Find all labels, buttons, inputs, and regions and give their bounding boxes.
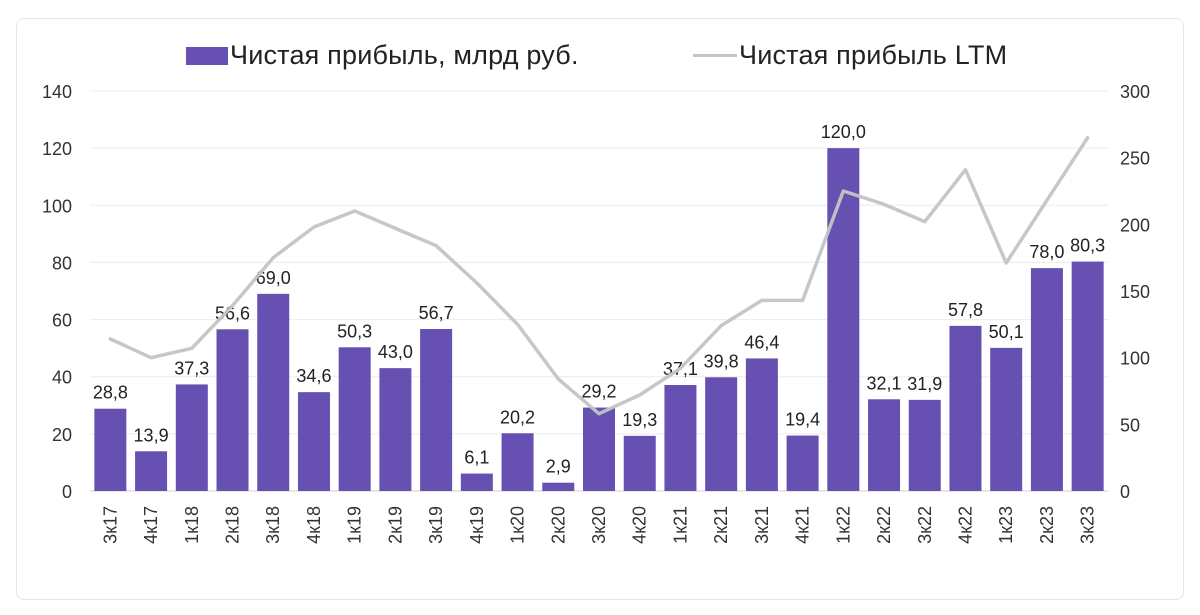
bar (297, 392, 330, 491)
bar-value-label: 19,4 (785, 410, 820, 430)
y-tick-right: 150 (1120, 282, 1150, 302)
bar-value-label: 56,7 (419, 303, 454, 323)
y-tick-left: 60 (52, 311, 72, 331)
bar-value-label: 2,9 (546, 457, 571, 477)
bar-value-label: 78,0 (1029, 242, 1064, 262)
bar (1030, 268, 1063, 491)
chart-legend: Чистая прибыль, млрд руб. Чистая прибыль… (0, 40, 1200, 80)
chart-card (16, 18, 1184, 600)
bar (216, 329, 249, 491)
x-tick-label: 4к20 (630, 506, 650, 544)
bar (542, 482, 575, 491)
bar-value-label: 20,2 (500, 407, 535, 427)
bar (420, 329, 453, 491)
x-tick-label: 2к20 (548, 506, 568, 544)
x-tick-label: 4к21 (793, 506, 813, 544)
x-tick-label: 2к22 (874, 506, 894, 544)
x-tick-label: 1к21 (670, 506, 690, 544)
y-tick-left: 80 (52, 253, 72, 273)
bar (135, 451, 168, 491)
y-tick-left: 20 (52, 425, 72, 445)
x-tick-label: 3к20 (589, 506, 609, 544)
y-tick-right: 0 (1120, 482, 1130, 502)
bar (623, 435, 656, 491)
bar (990, 347, 1023, 491)
y-tick-right: 200 (1120, 215, 1150, 235)
y-tick-left: 0 (62, 482, 72, 502)
bar (460, 473, 493, 491)
x-tick-label: 4к22 (955, 506, 975, 544)
bar-value-label: 29,2 (581, 382, 616, 402)
bar-value-label: 43,0 (378, 342, 413, 362)
bar-value-label: 46,4 (744, 332, 779, 352)
bar-value-label: 13,9 (134, 425, 169, 445)
bar-value-label: 34,6 (296, 366, 331, 386)
x-tick-label: 3к19 (426, 506, 446, 544)
bar (94, 408, 127, 491)
bar (827, 148, 860, 491)
bar-value-label: 50,3 (337, 321, 372, 341)
y-tick-right: 100 (1120, 349, 1150, 369)
bar-value-label: 120,0 (821, 122, 866, 142)
legend-line-swatch (693, 54, 737, 57)
x-tick-label: 3к18 (263, 506, 283, 544)
x-tick-label: 1к20 (508, 506, 528, 544)
bar (257, 293, 290, 491)
bar-value-label: 50,1 (989, 322, 1024, 342)
y-tick-right: 250 (1120, 149, 1150, 169)
bar-value-label: 80,3 (1070, 236, 1105, 256)
bar-value-label: 37,3 (174, 358, 209, 378)
y-tick-left: 120 (42, 139, 72, 159)
x-tick-label: 4к19 (467, 506, 487, 544)
bar (745, 358, 778, 491)
bar-value-label: 6,1 (464, 448, 489, 468)
x-tick-label: 1к22 (833, 506, 853, 544)
legend-item-line: Чистая прибыль LTM (693, 40, 1007, 71)
x-tick-label: 1к18 (182, 506, 202, 544)
bar (338, 347, 371, 491)
bar (501, 433, 534, 491)
x-tick-label: 2к18 (223, 506, 243, 544)
bar-value-label: 31,9 (907, 374, 942, 394)
y-tick-right: 300 (1120, 82, 1150, 102)
x-tick-label: 3к21 (752, 506, 772, 544)
bar (175, 384, 208, 491)
bar (1071, 261, 1104, 491)
ltm-line (108, 135, 1090, 416)
x-tick-label: 4к17 (141, 506, 161, 544)
bar (705, 377, 738, 491)
bar (583, 407, 615, 491)
x-tick-label: 3к23 (1078, 506, 1098, 544)
bar-value-label: 32,1 (867, 373, 902, 393)
bar (908, 399, 941, 491)
x-tick-label: 3к22 (915, 506, 935, 544)
bar (949, 325, 982, 491)
bar-value-label: 19,3 (622, 410, 657, 430)
bar-value-label: 28,8 (93, 383, 128, 403)
x-tick-label: 1к19 (345, 506, 365, 544)
bar (786, 435, 819, 491)
x-tick-label: 2к21 (711, 506, 731, 544)
legend-item-bars: Чистая прибыль, млрд руб. (186, 40, 579, 71)
y-tick-left: 140 (42, 82, 72, 102)
bar (664, 385, 697, 491)
bar (868, 399, 901, 491)
bar-value-label: 69,0 (256, 268, 291, 288)
x-tick-label: 3к17 (100, 506, 120, 544)
bar (379, 368, 412, 491)
y-tick-right: 50 (1120, 415, 1140, 435)
legend-label-line: Чистая прибыль LTM (739, 40, 1008, 70)
bar-value-label: 39,8 (704, 351, 739, 371)
x-tick-label: 1к23 (996, 506, 1016, 544)
x-tick-label: 4к18 (304, 506, 324, 544)
y-tick-left: 40 (52, 368, 72, 388)
y-tick-left: 100 (42, 196, 72, 216)
x-tick-label: 2к19 (385, 506, 405, 544)
legend-label-bars: Чистая прибыль, млрд руб. (230, 40, 579, 70)
x-tick-label: 2к23 (1037, 506, 1057, 544)
bar-value-label: 57,8 (948, 300, 983, 320)
legend-bar-swatch (186, 46, 228, 65)
bar-value-label: 56,6 (215, 303, 250, 323)
